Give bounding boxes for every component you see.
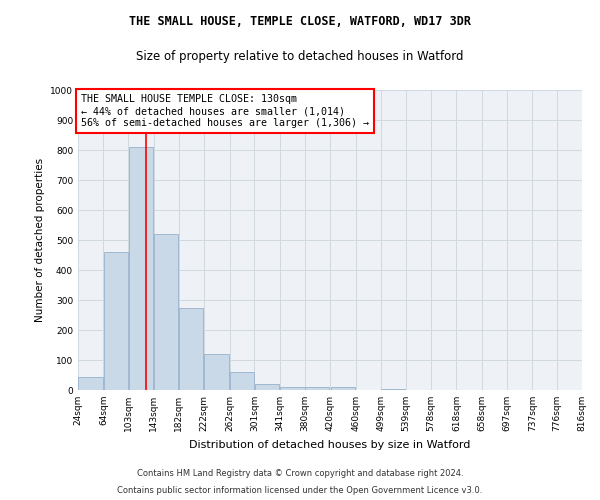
Bar: [104, 252, 128, 390]
Bar: [154, 234, 178, 390]
Bar: [230, 372, 254, 390]
Bar: [179, 308, 203, 390]
Bar: [381, 388, 405, 390]
X-axis label: Distribution of detached houses by size in Watford: Distribution of detached houses by size …: [190, 440, 470, 450]
Bar: [78, 376, 103, 390]
Y-axis label: Number of detached properties: Number of detached properties: [35, 158, 44, 322]
Bar: [128, 147, 153, 390]
Bar: [255, 384, 279, 390]
Text: THE SMALL HOUSE TEMPLE CLOSE: 130sqm
← 44% of detached houses are smaller (1,014: THE SMALL HOUSE TEMPLE CLOSE: 130sqm ← 4…: [80, 94, 368, 128]
Bar: [331, 387, 355, 390]
Bar: [280, 387, 305, 390]
Text: Contains public sector information licensed under the Open Government Licence v3: Contains public sector information licen…: [118, 486, 482, 495]
Bar: [205, 354, 229, 390]
Text: Size of property relative to detached houses in Watford: Size of property relative to detached ho…: [136, 50, 464, 63]
Text: Contains HM Land Registry data © Crown copyright and database right 2024.: Contains HM Land Registry data © Crown c…: [137, 468, 463, 477]
Bar: [305, 387, 329, 390]
Text: THE SMALL HOUSE, TEMPLE CLOSE, WATFORD, WD17 3DR: THE SMALL HOUSE, TEMPLE CLOSE, WATFORD, …: [129, 15, 471, 28]
